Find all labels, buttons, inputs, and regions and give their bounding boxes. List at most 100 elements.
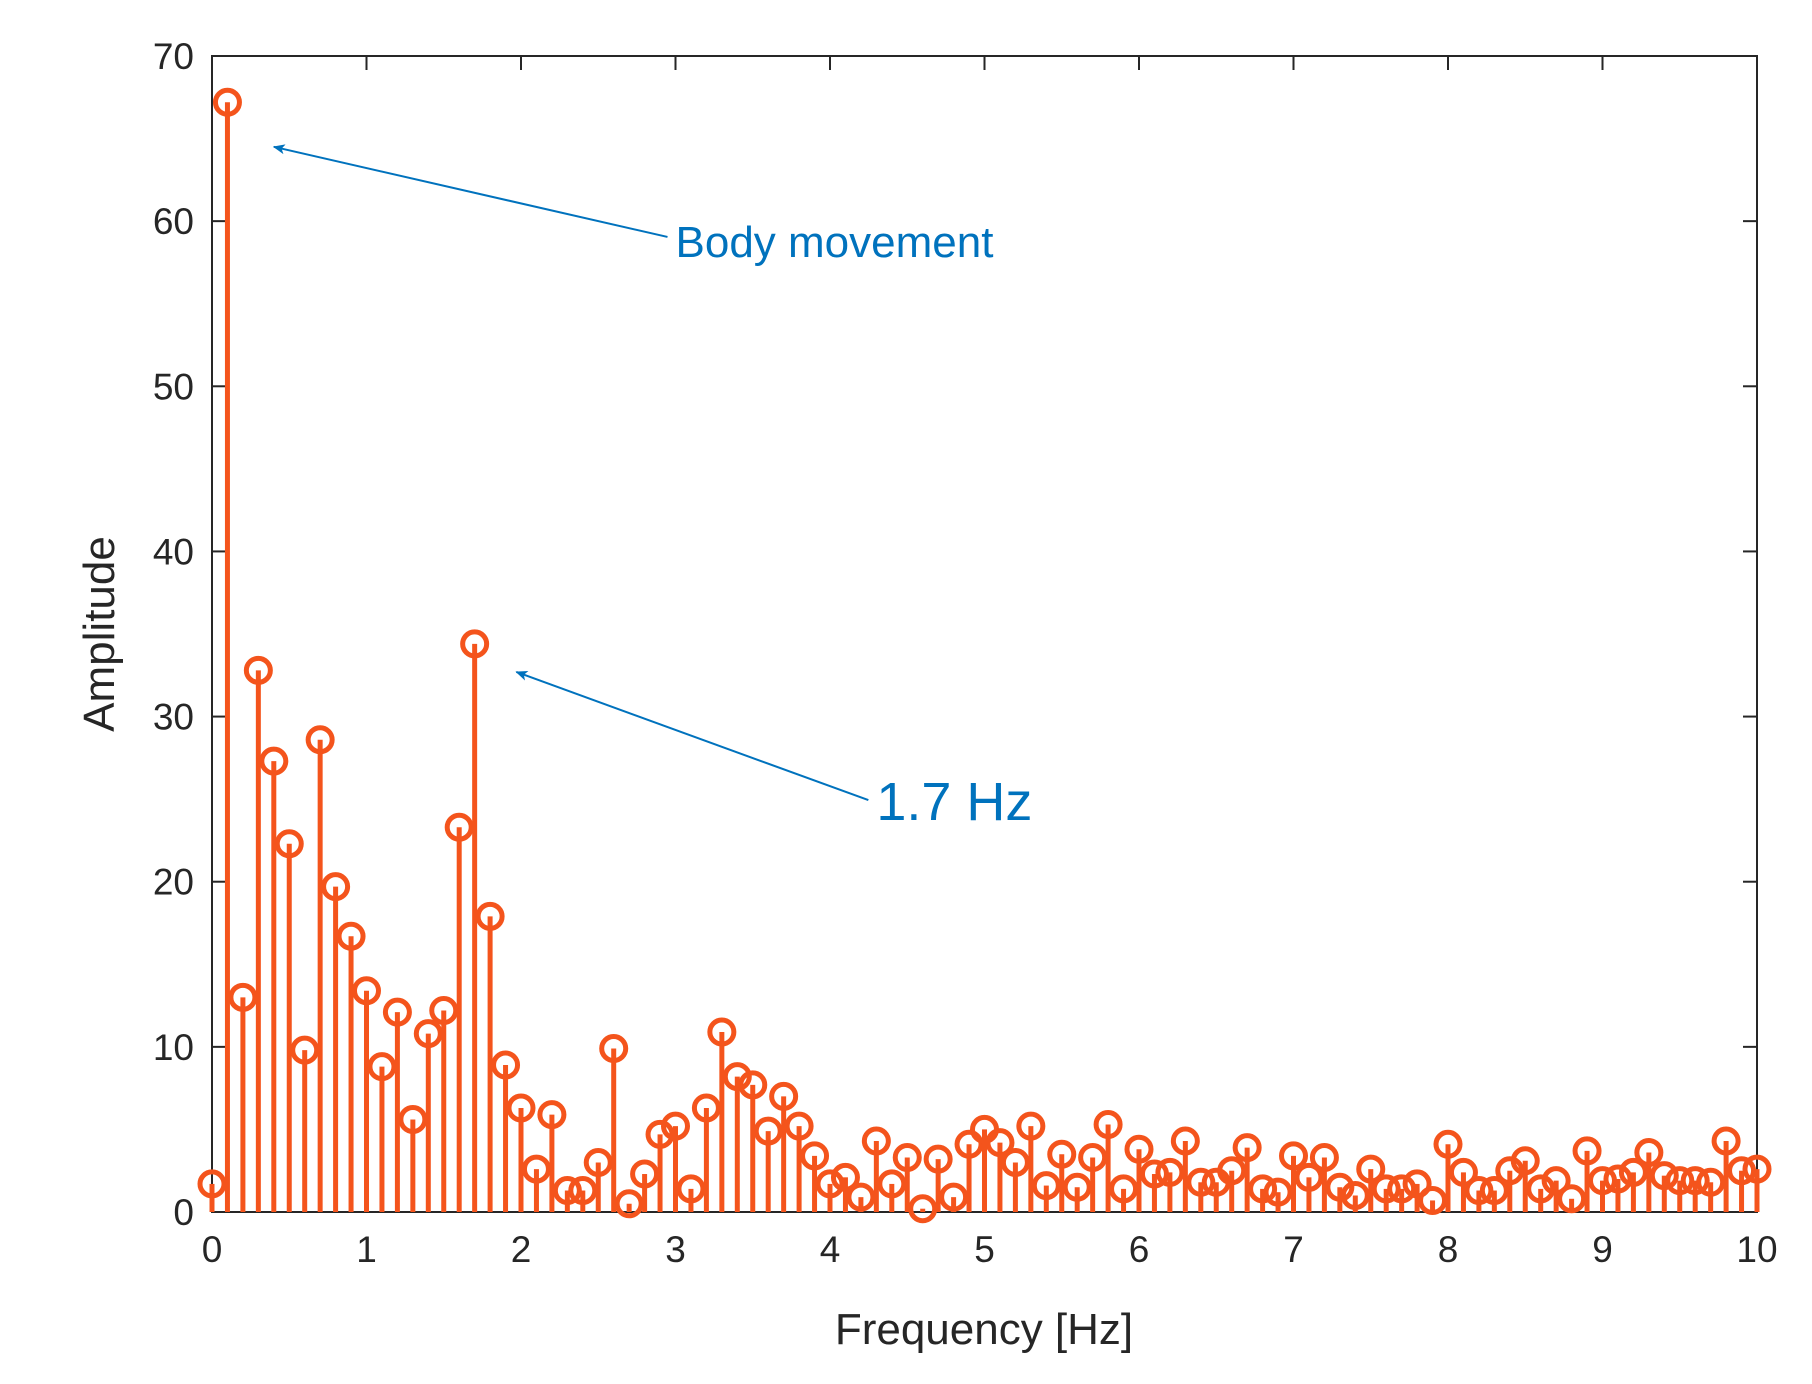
- annotation-group: Body movement 1.7 Hz: [272, 144, 1032, 832]
- x-tick-label: 2: [511, 1229, 532, 1270]
- stem-marker: [1634, 1138, 1664, 1168]
- stem-marker: [228, 982, 258, 1012]
- stem-marker: [1000, 1147, 1030, 1177]
- stem-marker: [630, 1159, 660, 1189]
- stem-marker: [707, 1017, 737, 1047]
- stem-marker: [1742, 1154, 1772, 1184]
- stem-marker: [1093, 1109, 1123, 1139]
- stem-marker: [861, 1126, 891, 1156]
- stem-marker: [614, 1189, 644, 1219]
- stem-marker: [892, 1143, 922, 1173]
- stem-marker: [1155, 1157, 1185, 1187]
- stem-marker: [305, 725, 335, 755]
- stem-marker: [321, 872, 351, 902]
- stem-marker: [552, 1176, 582, 1206]
- stem-marker: [568, 1176, 598, 1206]
- stem-marker: [1016, 1111, 1046, 1141]
- stem-marker: [413, 1019, 443, 1049]
- stem-marker: [1078, 1143, 1108, 1173]
- y-tick-label: 70: [153, 36, 194, 77]
- stem-marker: [382, 997, 412, 1027]
- annotation-arrow: [272, 144, 668, 238]
- stem-marker: [815, 1169, 845, 1199]
- x-tick-label: 1: [356, 1229, 377, 1270]
- stem-marker: [1294, 1162, 1324, 1192]
- annotation-label: 1.7 Hz: [876, 772, 1032, 832]
- stem-series: [197, 87, 1772, 1224]
- stem-marker: [1526, 1174, 1556, 1204]
- stem-marker: [1402, 1169, 1432, 1199]
- stem-marker: [985, 1128, 1015, 1158]
- x-tick-label: 7: [1283, 1229, 1304, 1270]
- stem-marker: [429, 996, 459, 1026]
- y-tick-label: 10: [153, 1027, 194, 1068]
- x-tick-label: 8: [1438, 1229, 1459, 1270]
- tick-group: 0 1 2 3 4 5 6 7 8 9 10 0 10 20 30 40 50 60 70: [153, 36, 1778, 1270]
- stem-marker: [475, 901, 505, 931]
- stem-marker: [197, 1169, 227, 1199]
- stem-marker: [1031, 1171, 1061, 1201]
- y-tick-label: 40: [153, 531, 194, 572]
- stem-marker: [352, 976, 381, 1006]
- stem-marker: [1279, 1141, 1308, 1171]
- stem-marker: [1062, 1172, 1092, 1202]
- y-tick-label: 20: [153, 862, 194, 903]
- stem-marker: [537, 1100, 567, 1130]
- y-axis-label: Amplitude: [75, 536, 124, 732]
- y-tick-label: 60: [153, 201, 194, 242]
- stem-marker: [954, 1129, 984, 1159]
- stem-marker: [367, 1052, 397, 1082]
- stem-marker: [398, 1105, 428, 1135]
- stem-marker: [460, 629, 490, 659]
- stem-marker: [1448, 1157, 1478, 1187]
- stem-marker: [1356, 1154, 1386, 1184]
- stem-marker: [645, 1119, 675, 1149]
- stem-marker: [1711, 1126, 1741, 1156]
- y-tick-label: 50: [153, 366, 194, 407]
- stem-marker: [1047, 1139, 1077, 1169]
- x-axis-label: Frequency [Hz]: [835, 1305, 1133, 1354]
- stem-marker: [1603, 1164, 1633, 1194]
- stem-marker: [583, 1147, 613, 1177]
- x-tick-label: 3: [665, 1229, 686, 1270]
- stem-marker: [444, 812, 474, 842]
- stem-marker: [1232, 1133, 1262, 1163]
- stem-marker: [1618, 1157, 1648, 1187]
- stem-marker: [1696, 1167, 1726, 1197]
- stem-marker: [1263, 1177, 1293, 1207]
- annotation-arrow: [515, 671, 869, 802]
- stem-marker: [1170, 1126, 1200, 1156]
- stem-marker: [1464, 1176, 1494, 1206]
- stem-marker: [753, 1116, 783, 1146]
- stem-marker: [1727, 1156, 1757, 1186]
- stem-marker: [521, 1154, 551, 1184]
- annotation-label: Body movement: [676, 218, 994, 267]
- stem-marker: [274, 829, 304, 859]
- x-tick-label: 6: [1129, 1229, 1150, 1270]
- stem-marker: [1217, 1156, 1247, 1186]
- stem-marker: [691, 1093, 721, 1123]
- stem-marker: [1510, 1146, 1540, 1176]
- x-tick-label: 9: [1592, 1229, 1613, 1270]
- stem-marker: [1371, 1174, 1401, 1204]
- stem-marker: [506, 1093, 536, 1123]
- stem-marker: [908, 1194, 938, 1224]
- stem-marker: [491, 1050, 521, 1080]
- stem-marker: [800, 1141, 830, 1171]
- stem-marker: [1387, 1174, 1417, 1204]
- stem-marker: [1665, 1166, 1695, 1196]
- stem-marker: [1479, 1176, 1509, 1206]
- stem-marker: [661, 1111, 690, 1141]
- stem-marker: [1680, 1166, 1710, 1196]
- stem-marker: [243, 655, 273, 685]
- stem-marker: [769, 1081, 799, 1111]
- y-tick-label: 0: [173, 1192, 194, 1233]
- stem-marker: [290, 1035, 320, 1065]
- stem-marker: [1557, 1184, 1587, 1214]
- stem-marker: [599, 1034, 629, 1064]
- stem-marker: [336, 921, 366, 951]
- x-tick-label: 4: [820, 1229, 841, 1270]
- stem-marker: [1325, 1172, 1355, 1202]
